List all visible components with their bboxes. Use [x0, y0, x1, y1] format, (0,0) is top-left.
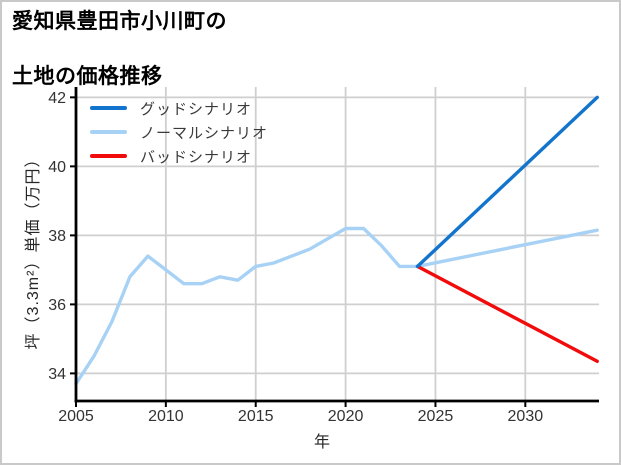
chart-legend: グッドシナリオ ノーマルシナリオ バッドシナリオ [90, 96, 268, 168]
legend-label-bad: バッドシナリオ [140, 148, 253, 166]
x-tick-label-2015: 2015 [238, 408, 274, 425]
x-axis-label: 年 [313, 434, 330, 451]
legend-label-good: グッドシナリオ [140, 100, 253, 118]
x-tick-label-2005: 2005 [58, 408, 94, 425]
page-title-line1: 愛知県豊田市小川町の [12, 10, 227, 33]
legend-line-normal-icon [90, 130, 127, 134]
y-tick-label-38: 38 [48, 228, 66, 245]
page-title: 愛知県豊田市小川町の 土地の価格推移 [12, 8, 227, 91]
series-line-1 [74, 226, 599, 386]
x-tick-label-2020: 2020 [328, 408, 364, 425]
page-title-line2: 土地の価格推移 [12, 65, 163, 89]
legend-line-bad-icon [90, 154, 127, 158]
y-tick-label-34: 34 [48, 366, 66, 383]
series-line-0 [415, 95, 599, 269]
legend-item-normal: ノーマルシナリオ [90, 120, 268, 144]
y-axis-label: 坪（3.3m²）単価（万円） [25, 150, 42, 350]
x-tick-label-2030: 2030 [508, 408, 544, 425]
y-tick-label-40: 40 [48, 159, 66, 176]
series-line-2 [415, 264, 599, 363]
y-tick-label-36: 36 [48, 297, 66, 314]
legend-line-good-icon [90, 106, 127, 110]
x-tick-label-2025: 2025 [418, 408, 454, 425]
legend-item-good: グッドシナリオ [90, 96, 268, 120]
y-tick-label-42: 42 [48, 90, 66, 107]
legend-item-bad: バッドシナリオ [90, 144, 268, 168]
legend-label-normal: ノーマルシナリオ [140, 124, 269, 142]
x-tick-label-2010: 2010 [148, 408, 184, 425]
